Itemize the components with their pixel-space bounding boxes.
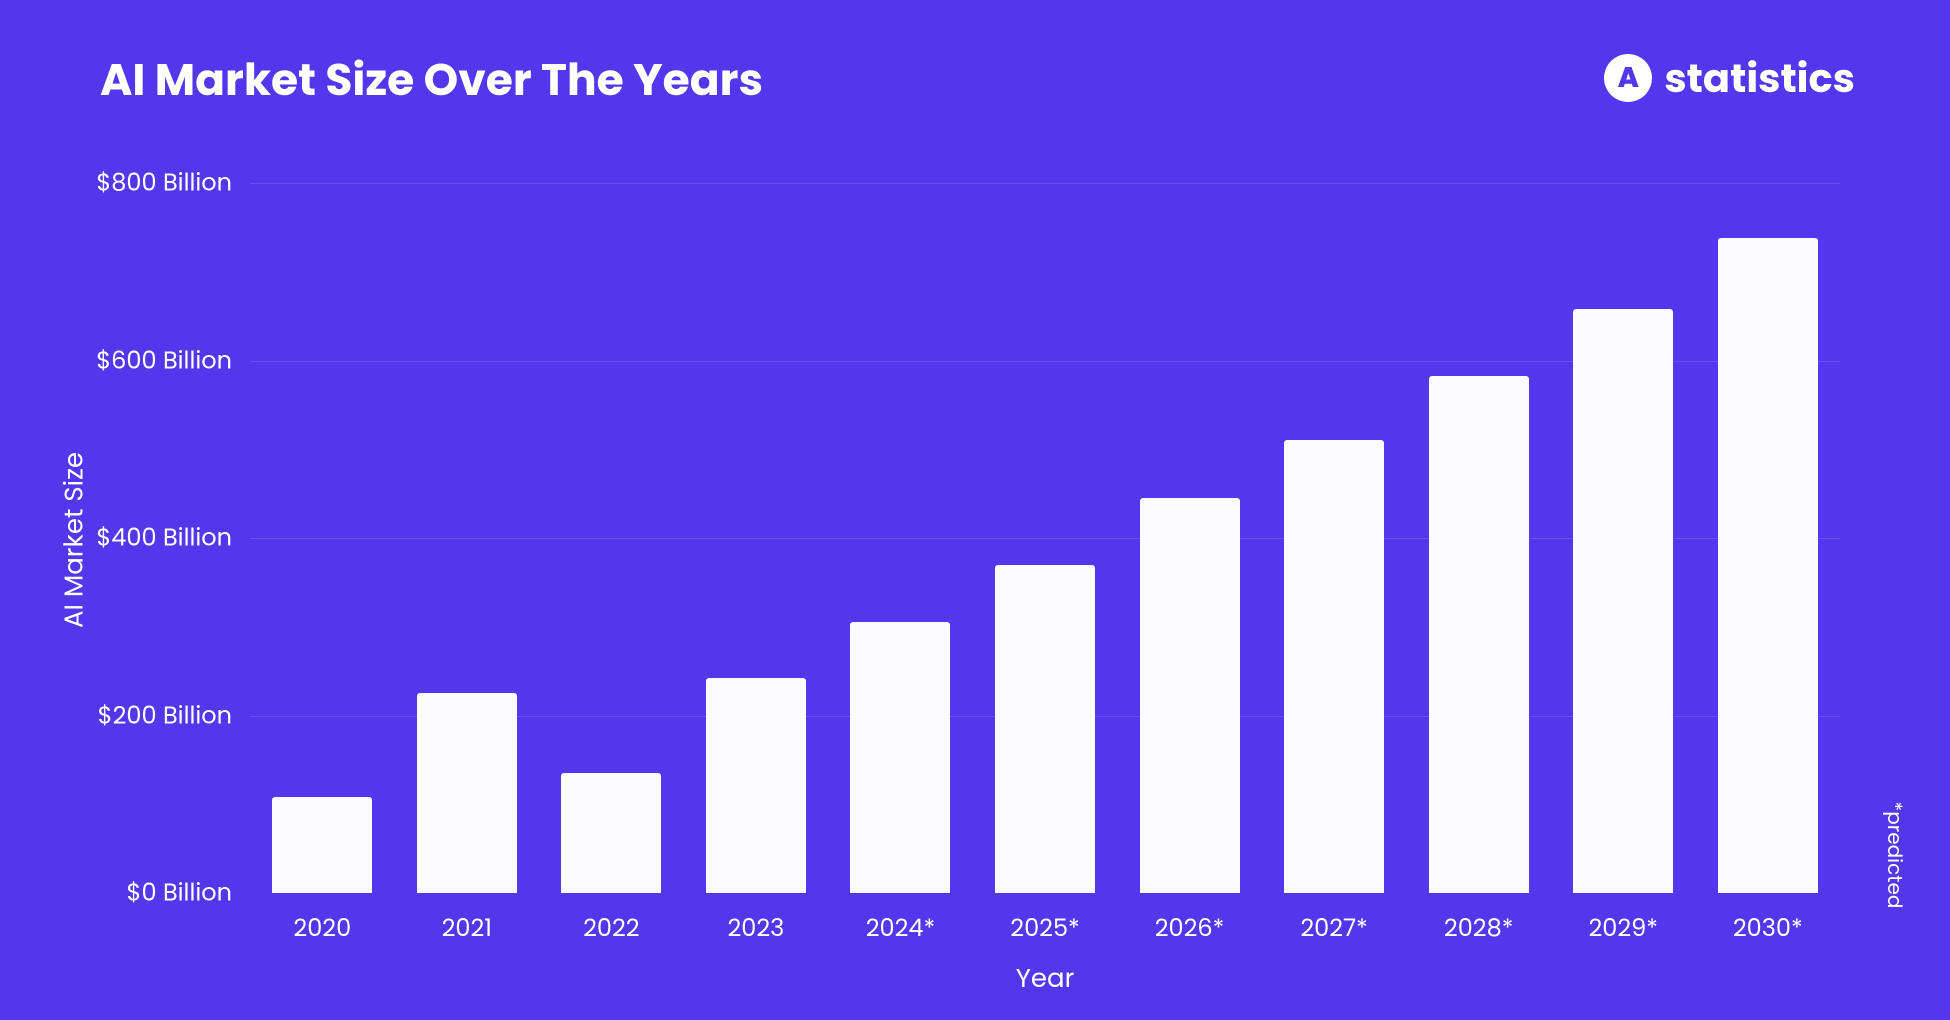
bar [1284, 440, 1384, 893]
bar-slot: 2027* [1262, 183, 1407, 893]
bar-slot: 2029* [1551, 183, 1696, 893]
x-tick-label: 2025* [1010, 893, 1079, 946]
bar [850, 622, 950, 893]
bar [1718, 238, 1818, 893]
bar [272, 797, 372, 893]
bar [561, 773, 661, 893]
bar-slot: 2030* [1695, 183, 1840, 893]
bar [995, 565, 1095, 893]
bar-slot: 2023 [684, 183, 829, 893]
y-tick-label: $200 Billion [98, 698, 250, 733]
footnote-predicted: *predicted [1880, 802, 1910, 909]
x-tick-label: 2021 [442, 893, 492, 946]
x-tick-label: 2023 [728, 893, 785, 946]
x-tick-label: 2028* [1444, 893, 1513, 946]
bars-container: 20202021202220232024*2025*2026*2027*2028… [250, 183, 1840, 893]
x-tick-label: 2020 [293, 893, 351, 946]
brand-logo: A statistics [1604, 48, 1855, 108]
bar [1429, 376, 1529, 893]
x-tick-label: 2026* [1155, 893, 1225, 946]
bar-slot: 2022 [539, 183, 684, 893]
logo-badge-icon: A [1604, 54, 1652, 102]
x-axis-label: Year [1016, 960, 1075, 999]
bar-slot: 2028* [1406, 183, 1551, 893]
logo-badge-letter: A [1618, 57, 1639, 99]
bar [706, 678, 806, 893]
x-tick-label: 2022 [583, 893, 639, 946]
bar-slot: 2025* [973, 183, 1118, 893]
bar-slot: 2021 [395, 183, 540, 893]
y-tick-label: $600 Billion [96, 343, 250, 378]
y-tick-label: $800 Billion [96, 166, 250, 201]
bar-slot: 2020 [250, 183, 395, 893]
x-tick-label: 2030* [1733, 893, 1803, 946]
chart-canvas: AI Market Size Over The Years A statisti… [0, 0, 1950, 1020]
bar-slot: 2026* [1117, 183, 1262, 893]
bar [1573, 309, 1673, 893]
bar-slot: 2024* [828, 183, 973, 893]
y-axis-label: AI Market Size [56, 452, 95, 628]
plot-area: $0 Billion$200 Billion$400 Billion$600 B… [250, 183, 1840, 893]
x-tick-label: 2024* [866, 893, 935, 946]
y-tick-label: $0 Billion [127, 876, 250, 911]
bar [417, 693, 517, 893]
bar [1140, 498, 1240, 893]
chart-title: AI Market Size Over The Years [100, 48, 763, 113]
y-tick-label: $400 Billion [96, 521, 250, 556]
logo-text: statistics [1664, 48, 1855, 108]
x-tick-label: 2029* [1588, 893, 1657, 946]
x-tick-label: 2027* [1300, 893, 1367, 946]
